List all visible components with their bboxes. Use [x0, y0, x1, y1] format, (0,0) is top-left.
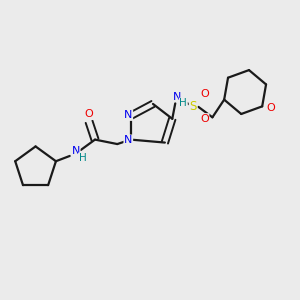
Text: O: O: [200, 88, 209, 98]
Text: N: N: [172, 92, 181, 101]
Text: O: O: [266, 103, 275, 113]
Text: O: O: [200, 114, 209, 124]
Text: N: N: [124, 110, 133, 120]
Text: H: H: [79, 153, 86, 163]
Text: H: H: [179, 98, 187, 108]
Text: S: S: [189, 100, 197, 113]
Text: O: O: [85, 109, 93, 119]
Text: N: N: [71, 146, 80, 157]
Text: N: N: [124, 135, 133, 145]
